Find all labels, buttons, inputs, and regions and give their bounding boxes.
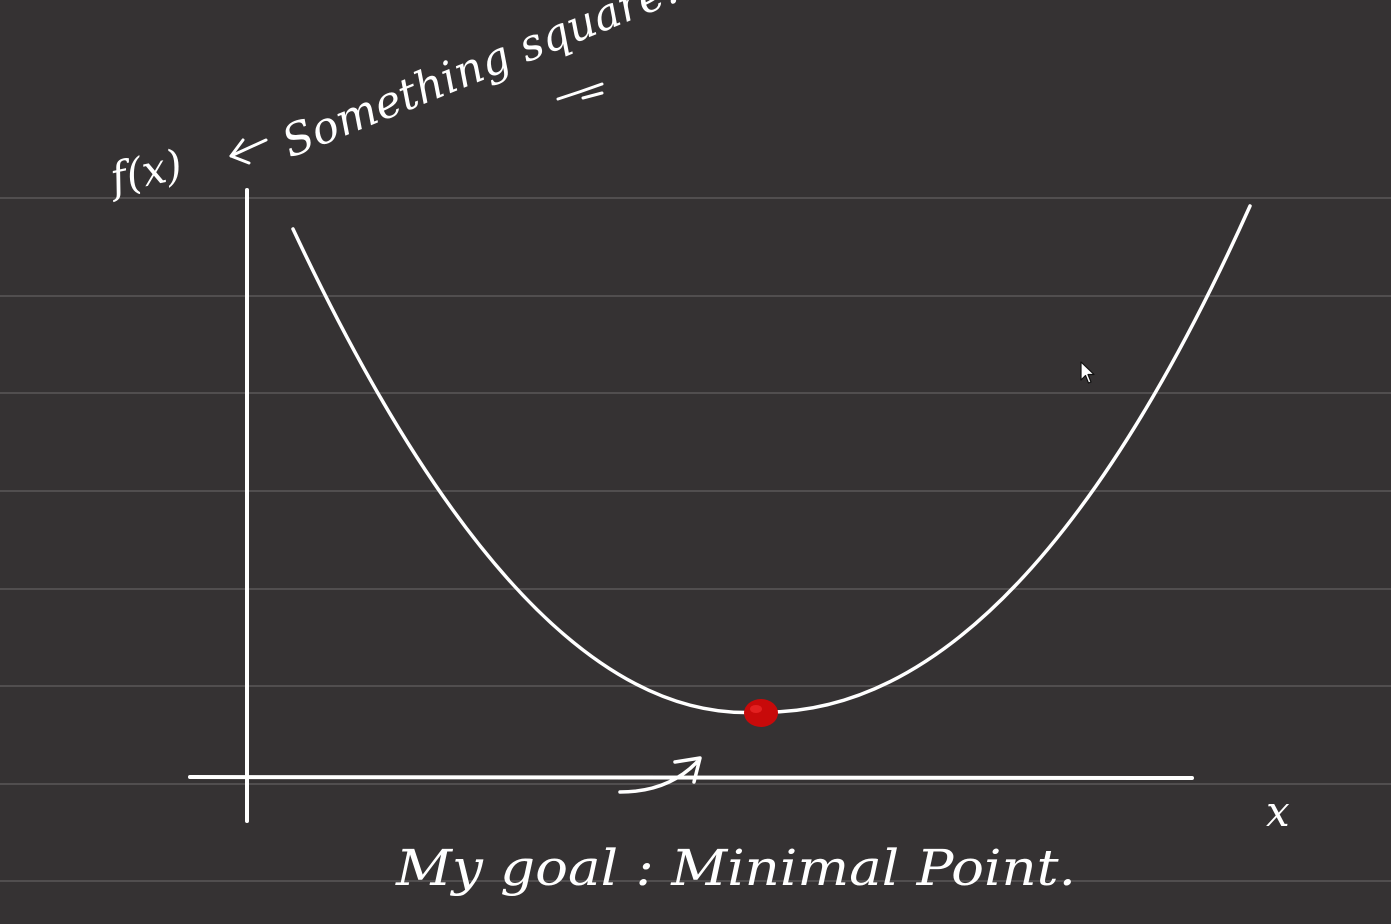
underline-marks xyxy=(556,82,604,101)
parabola-curve xyxy=(291,204,1252,715)
left-arrow-icon xyxy=(229,138,268,165)
direction-arrow-icon xyxy=(618,756,702,794)
function-annotation: Something square. xyxy=(275,0,685,168)
x-axis-label: x xyxy=(1266,787,1290,836)
minimum-point-marker xyxy=(744,699,778,727)
goal-text: My goal : Minimal Point. xyxy=(395,839,1076,897)
ruled-lines xyxy=(0,197,1391,882)
arrow-pointer-icon xyxy=(1080,361,1095,384)
x-axis xyxy=(188,775,1194,780)
function-label: f(x) xyxy=(103,140,187,204)
